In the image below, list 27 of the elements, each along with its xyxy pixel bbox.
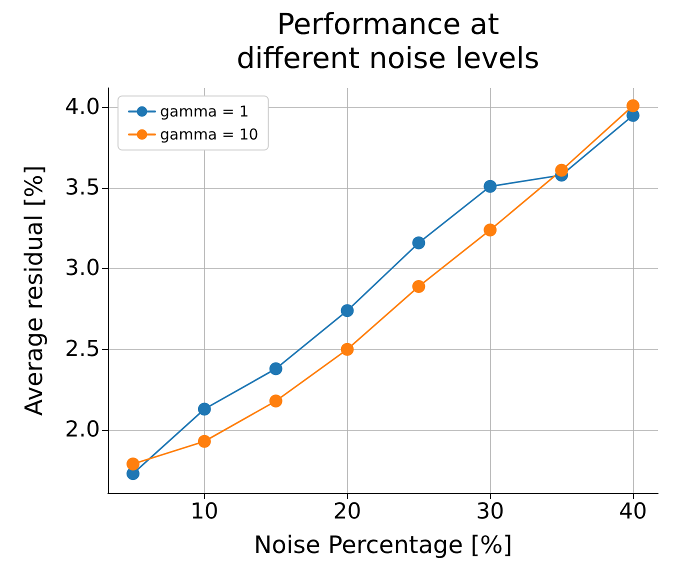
point	[555, 164, 568, 177]
point	[198, 434, 211, 448]
chart-title: Performance at different noise levels	[236, 7, 540, 75]
point	[126, 457, 140, 470]
y-tick-label: 3.5	[65, 176, 100, 201]
point	[412, 236, 426, 250]
x-tick-label: 30	[476, 500, 504, 524]
y-tick-label: 2.5	[65, 336, 100, 362]
y-tick-label: 3.0	[65, 256, 100, 282]
legend-label: gamma = 1	[160, 102, 249, 120]
point	[412, 280, 426, 293]
point	[198, 402, 211, 416]
x-axis-title: Noise Percentage [%]	[254, 531, 512, 559]
x-tick-label: 10	[190, 500, 218, 524]
x-tick-label: 40	[619, 500, 647, 524]
y-tick-label: 2.0	[65, 418, 100, 443]
y-axis-title: Average residual [%]	[20, 165, 48, 416]
point	[340, 342, 354, 356]
point	[484, 223, 497, 236]
y-tick-label: 4.0	[65, 94, 100, 120]
x-tick-label: 20	[333, 500, 362, 524]
point	[626, 99, 640, 112]
point	[269, 362, 282, 376]
point	[340, 304, 354, 318]
legend-label: gamma = 10	[160, 126, 258, 144]
point	[484, 180, 497, 193]
point	[269, 394, 282, 408]
